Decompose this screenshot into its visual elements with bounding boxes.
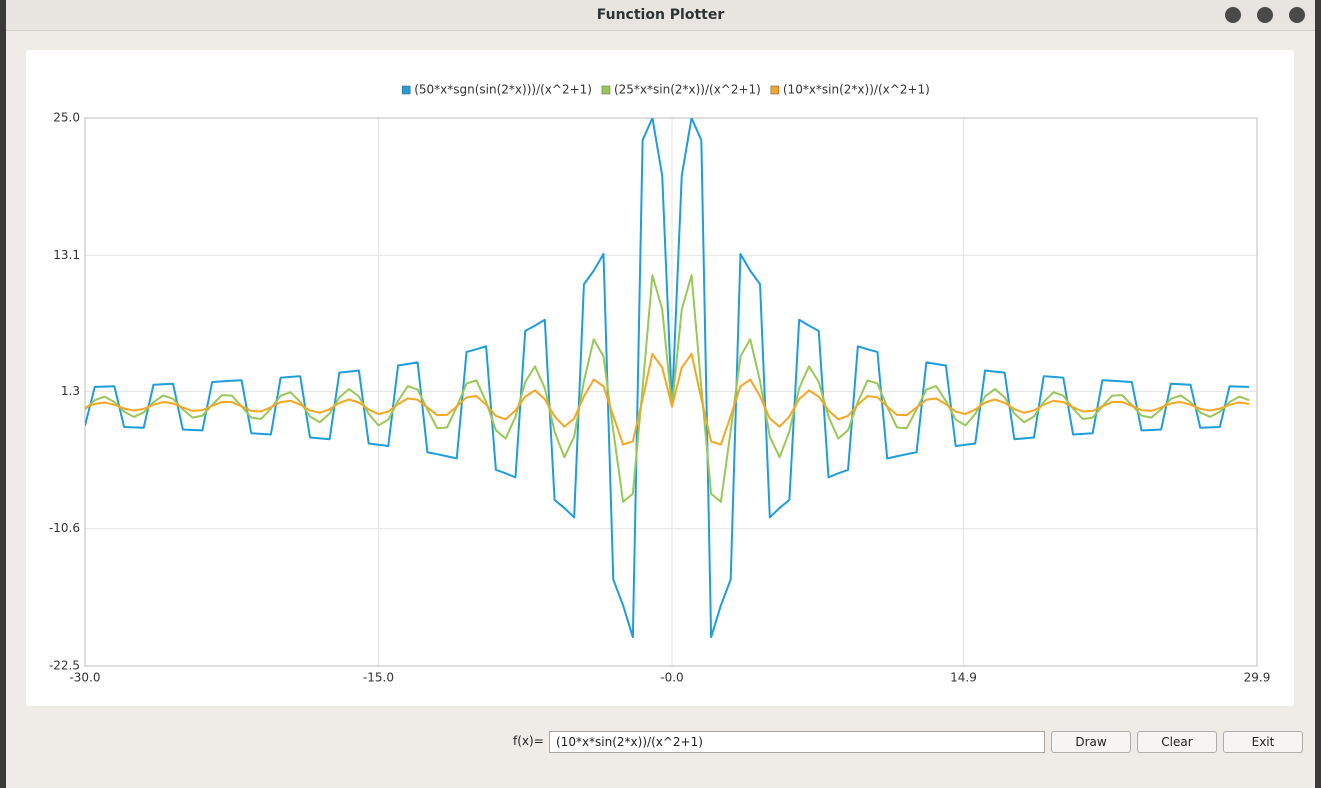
input-label: f(x)= <box>513 734 544 748</box>
draw-button[interactable]: Draw <box>1051 731 1131 753</box>
legend-swatch <box>601 85 611 95</box>
x-tick-label: -15.0 <box>363 671 394 685</box>
function-input[interactable]: (10*x*sin(2*x))/(x^2+1) <box>549 731 1045 753</box>
legend-label: (50*x*sgn(sin(2*x)))/(x^2+1) <box>414 83 592 97</box>
x-tick-label: 14.9 <box>950 671 977 685</box>
x-tick-label: -0.0 <box>660 671 683 685</box>
clear-button[interactable]: Clear <box>1137 731 1217 753</box>
minimize-button[interactable] <box>1225 7 1241 23</box>
series-line <box>85 274 1250 503</box>
legend-swatch <box>401 85 411 95</box>
maximize-button[interactable] <box>1257 7 1273 23</box>
plot-area <box>85 118 1250 639</box>
legend-swatch <box>770 85 780 95</box>
legend-label: (25*x*sin(2*x))/(x^2+1) <box>614 83 761 97</box>
series-line <box>85 118 1250 639</box>
plot-frame <box>84 117 1258 667</box>
x-tick-label: -30.0 <box>69 671 100 685</box>
window-title: Function Plotter <box>596 7 725 23</box>
chart: -22.5 -10.6 1.3 13.1 25.0 -30.0 -15.0 -0.0 14.9 2… <box>49 83 1271 685</box>
y-tick-label: 13.1 <box>53 248 80 262</box>
y-tick-label: -10.6 <box>49 521 80 535</box>
exit-button[interactable]: Exit <box>1223 731 1303 753</box>
x-tick-label: 29.9 <box>1244 671 1271 685</box>
title-bar: Function Plotter <box>6 0 1315 31</box>
y-tick-label: 25.0 <box>53 111 80 125</box>
y-tick-label: 1.3 <box>61 384 80 398</box>
close-button[interactable] <box>1289 7 1305 23</box>
y-tick-label: -22.5 <box>49 659 80 673</box>
legend-label: (10*x*sin(2*x))/(x^2+1) <box>783 83 930 97</box>
window: Function Plotter -22.5 -10.6 1.3 13.1 25.0 -3… <box>6 0 1315 788</box>
series-line <box>85 352 1250 446</box>
chart-panel: -22.5 -10.6 1.3 13.1 25.0 -30.0 -15.0 -0.0 14.9 2… <box>26 50 1294 706</box>
